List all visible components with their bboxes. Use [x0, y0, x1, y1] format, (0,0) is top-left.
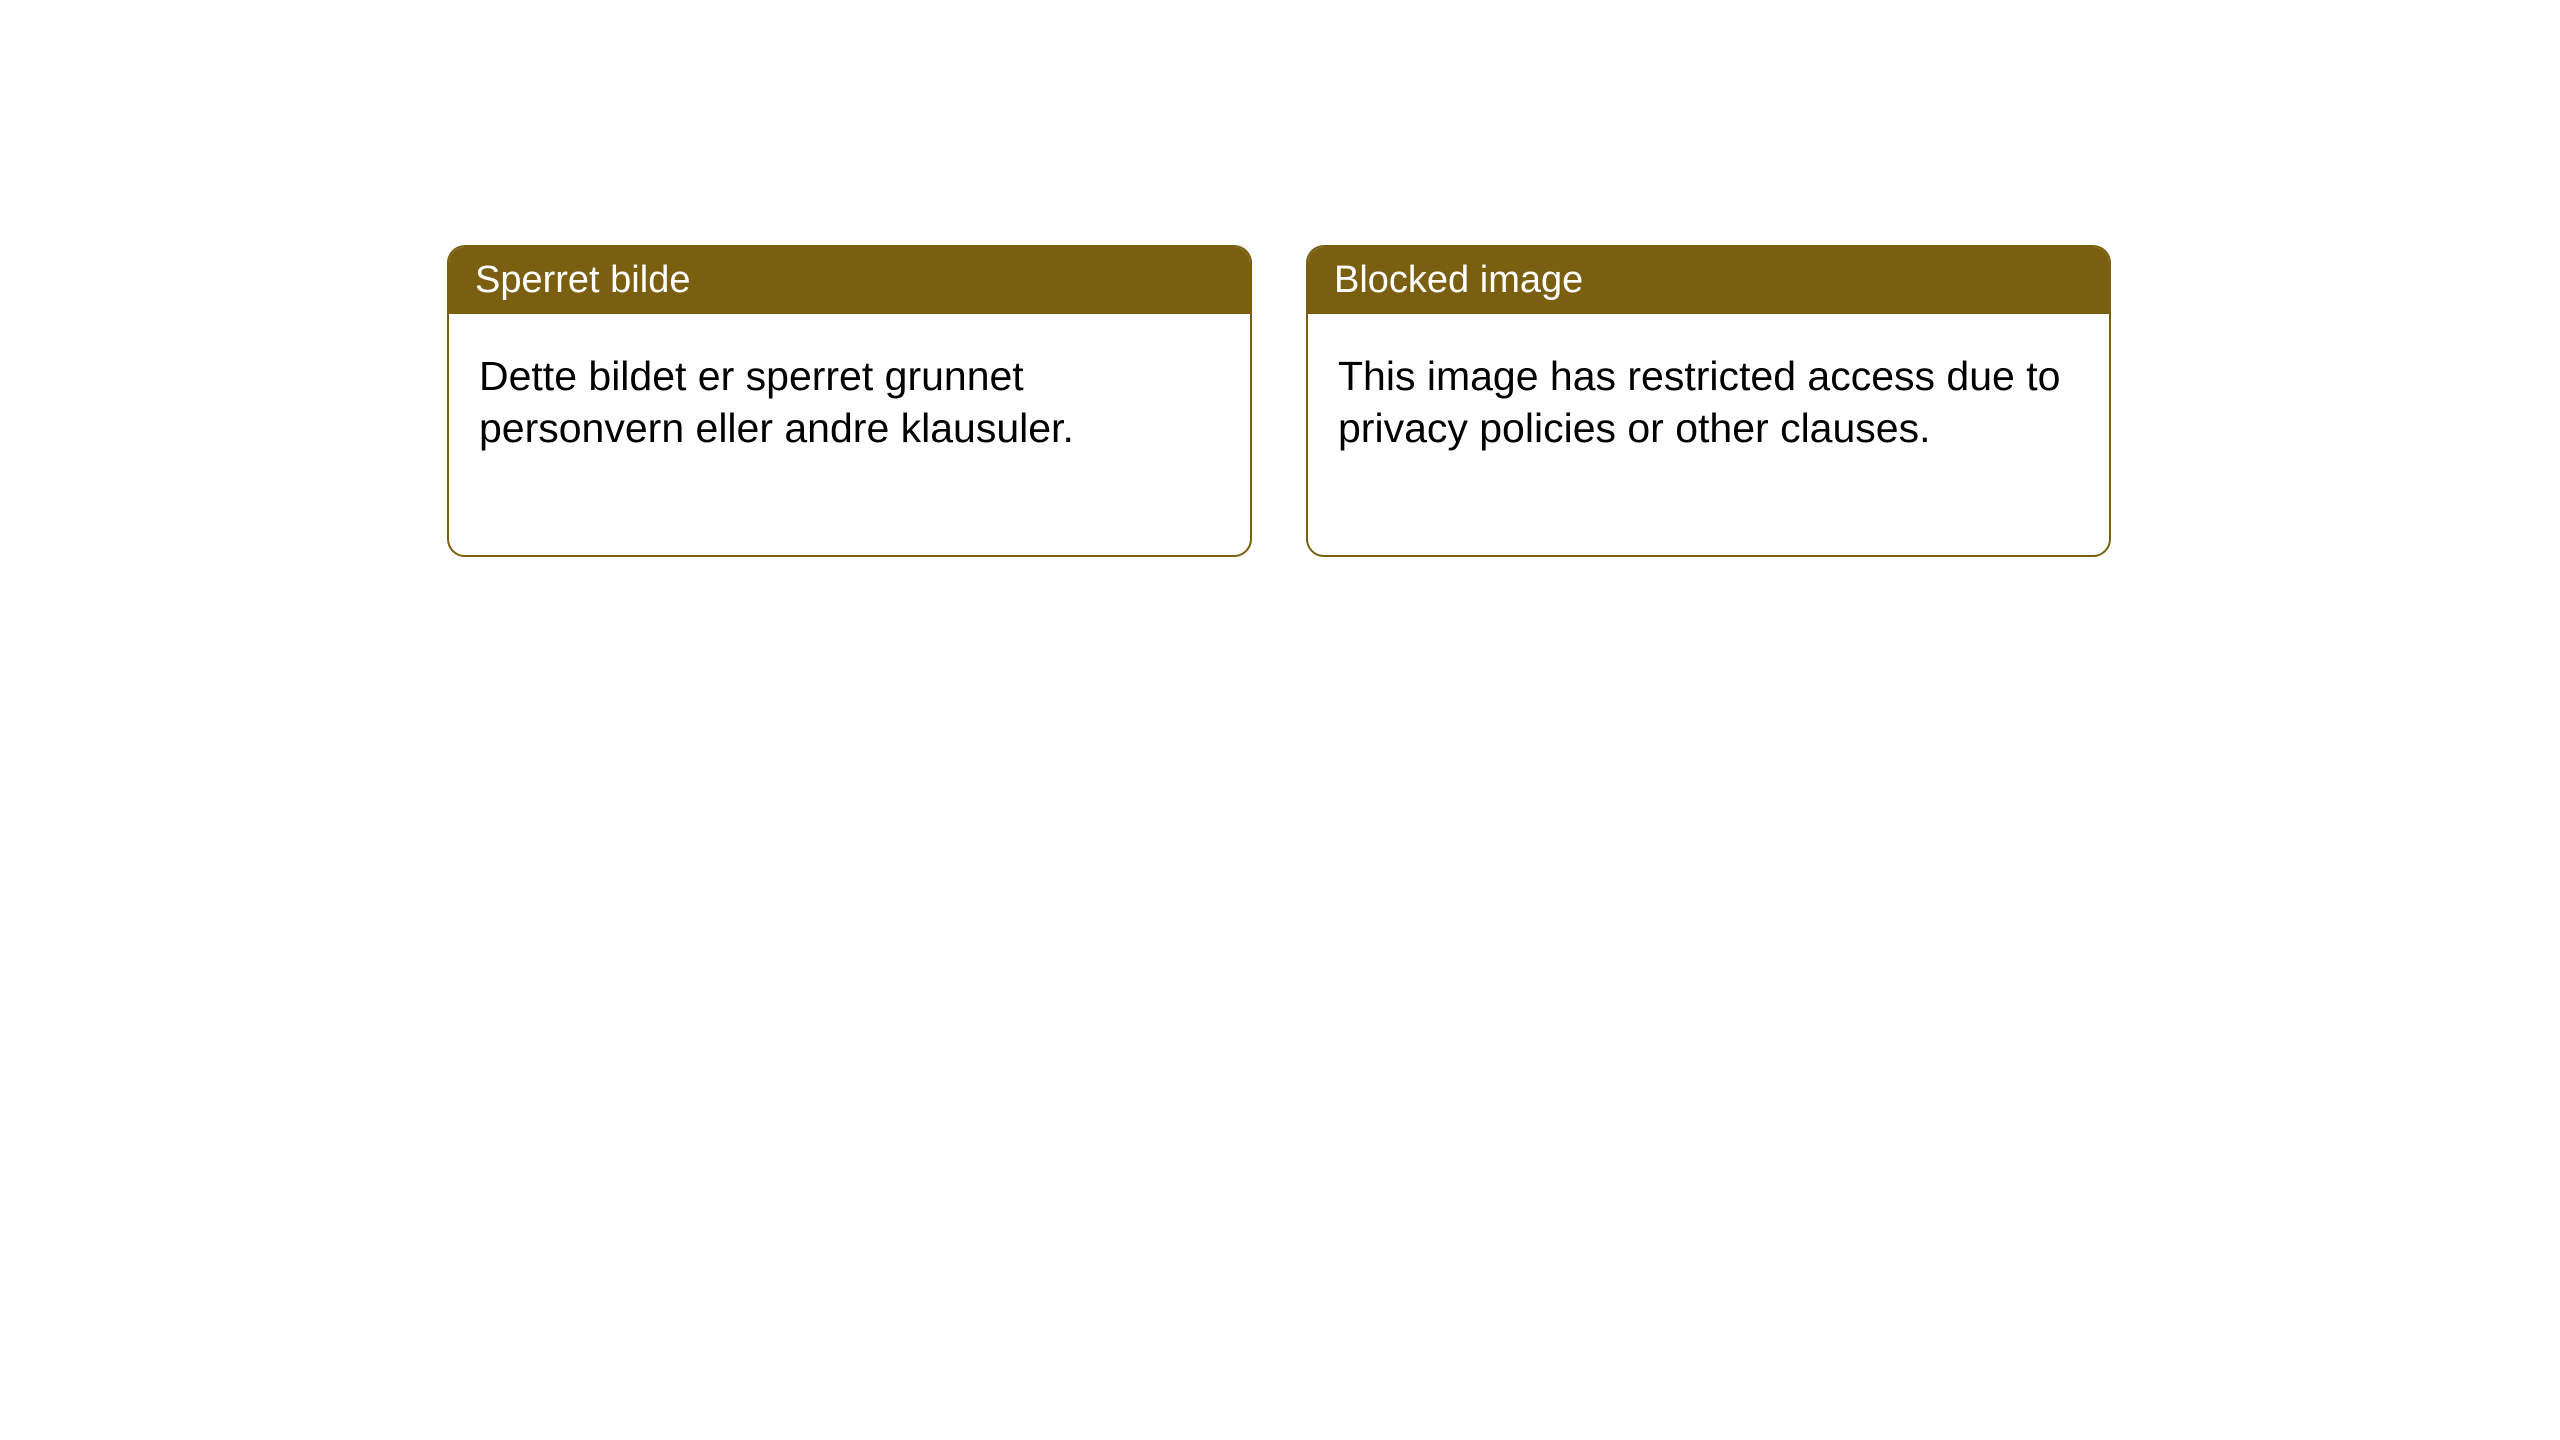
- card-title: Blocked image: [1334, 259, 1583, 301]
- notice-container: Sperret bilde Dette bildet er sperret gr…: [0, 0, 2560, 557]
- blocked-image-card-nb: Sperret bilde Dette bildet er sperret gr…: [447, 245, 1252, 557]
- card-body-text: This image has restricted access due to …: [1338, 353, 2060, 451]
- blocked-image-card-en: Blocked image This image has restricted …: [1306, 245, 2111, 557]
- card-header: Sperret bilde: [449, 247, 1250, 314]
- card-body: Dette bildet er sperret grunnet personve…: [449, 314, 1250, 555]
- card-title: Sperret bilde: [475, 259, 690, 301]
- card-body-text: Dette bildet er sperret grunnet personve…: [479, 353, 1074, 451]
- card-header: Blocked image: [1308, 247, 2109, 314]
- card-body: This image has restricted access due to …: [1308, 314, 2109, 555]
